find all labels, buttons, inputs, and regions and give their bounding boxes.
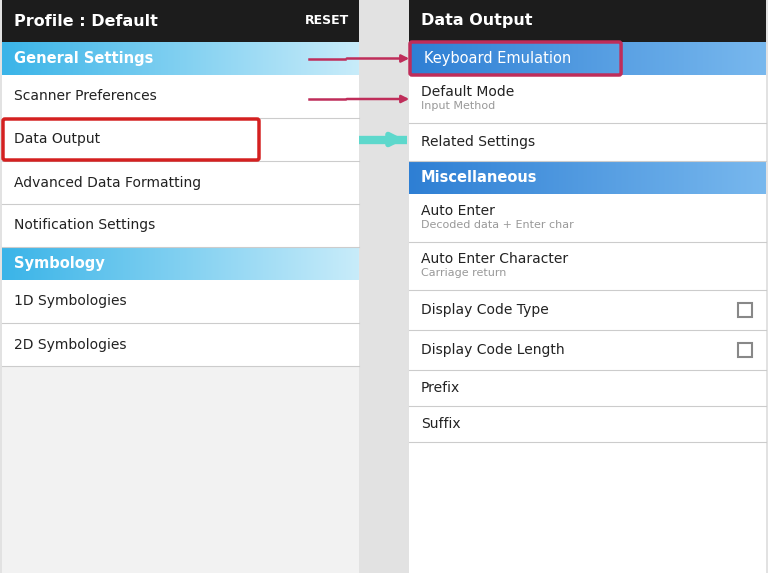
Bar <box>2 280 359 323</box>
Text: Decoded data + Enter char: Decoded data + Enter char <box>421 220 574 230</box>
Text: Default Mode: Default Mode <box>421 85 515 99</box>
Bar <box>2 204 359 247</box>
Bar <box>2 118 359 161</box>
Bar <box>2 366 359 573</box>
Text: Display Code Type: Display Code Type <box>421 303 549 317</box>
Bar <box>409 290 766 330</box>
Bar <box>2 0 359 573</box>
Bar <box>2 0 359 42</box>
Text: Auto Enter: Auto Enter <box>421 204 495 218</box>
Text: Miscellaneous: Miscellaneous <box>421 170 538 185</box>
Bar <box>409 194 766 242</box>
Text: 2D Symbologies: 2D Symbologies <box>14 337 127 351</box>
Text: Suffix: Suffix <box>421 417 461 431</box>
Text: Data Output: Data Output <box>421 14 532 29</box>
Bar <box>409 242 766 290</box>
Text: Notification Settings: Notification Settings <box>14 218 155 233</box>
Bar <box>409 75 766 123</box>
Text: Display Code Length: Display Code Length <box>421 343 564 357</box>
Text: 1D Symbologies: 1D Symbologies <box>14 295 127 308</box>
Text: RESET: RESET <box>305 14 349 28</box>
Bar <box>409 0 766 573</box>
Text: Advanced Data Formatting: Advanced Data Formatting <box>14 175 201 190</box>
Text: Input Method: Input Method <box>421 101 495 111</box>
Text: Related Settings: Related Settings <box>421 135 535 149</box>
Bar <box>738 303 752 317</box>
Bar <box>2 75 359 118</box>
Bar <box>409 370 766 406</box>
Bar <box>2 161 359 204</box>
Text: Data Output: Data Output <box>14 132 100 147</box>
Text: Prefix: Prefix <box>421 381 460 395</box>
Bar <box>738 343 752 357</box>
Text: Auto Enter Character: Auto Enter Character <box>421 252 568 266</box>
Bar <box>409 330 766 370</box>
Text: Profile : Default: Profile : Default <box>14 14 158 29</box>
Text: Keyboard Emulation: Keyboard Emulation <box>424 51 571 66</box>
Text: Symbology: Symbology <box>14 256 104 271</box>
Bar <box>409 0 766 42</box>
Text: Carriage return: Carriage return <box>421 268 506 278</box>
Text: Scanner Preferences: Scanner Preferences <box>14 89 157 104</box>
Bar <box>2 323 359 366</box>
Bar <box>409 123 766 161</box>
Text: General Settings: General Settings <box>14 51 154 66</box>
Bar <box>409 406 766 442</box>
